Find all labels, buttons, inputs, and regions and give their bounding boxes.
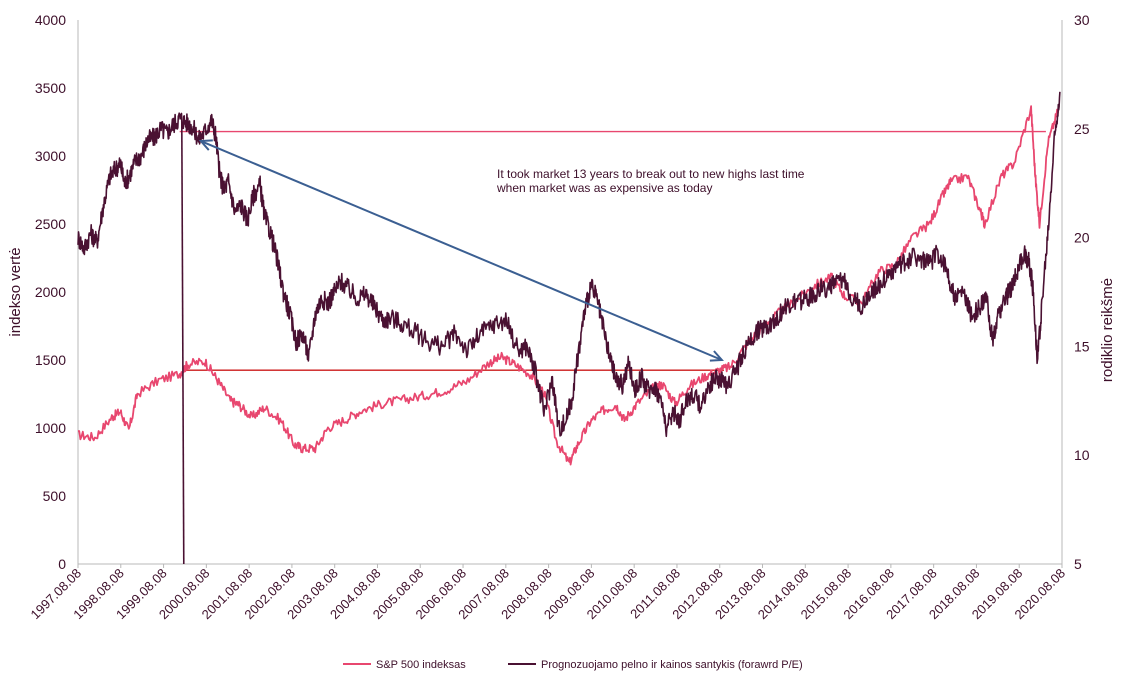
legend: S&P 500 indeksas Prognozuojamo pelno ir … bbox=[343, 659, 803, 671]
legend-label-sp500: S&P 500 indeksas bbox=[376, 659, 466, 671]
y-right-tick-label: 25 bbox=[1074, 121, 1090, 137]
series-layer bbox=[77, 91, 1061, 565]
x-axis: 1997.08.081998.08.081999.08.082000.08.08… bbox=[27, 564, 1068, 622]
arrow-shaft bbox=[200, 140, 723, 361]
axes-layer bbox=[77, 20, 1063, 565]
y-left-tick-label: 4000 bbox=[35, 12, 66, 28]
y-right-tick-label: 10 bbox=[1074, 447, 1090, 463]
left-y-axis: 0 500 1000 1500 2000 2500 3000 3500 4000 bbox=[35, 12, 66, 572]
y-left-tick-label: 3000 bbox=[35, 148, 66, 164]
y-left-tick-label: 2000 bbox=[35, 284, 66, 300]
pe-series-drop bbox=[180, 120, 185, 565]
annotation-line-2: when market was as expensive as today bbox=[496, 181, 712, 195]
y-left-tick-label: 1000 bbox=[35, 420, 66, 436]
y-right-tick-label: 30 bbox=[1074, 12, 1090, 28]
right-y-axis: 5 10 15 20 25 30 bbox=[1074, 12, 1090, 572]
y-left-axis-label: indekso vertė bbox=[7, 247, 24, 336]
sp500-series-line bbox=[77, 105, 1060, 466]
pe-series-line bbox=[77, 91, 1061, 438]
y-left-tick-label: 0 bbox=[58, 556, 66, 572]
annotation-line-1: It took market 13 years to break out to … bbox=[497, 167, 805, 181]
y-right-tick-label: 15 bbox=[1074, 338, 1090, 354]
y-right-tick-label: 5 bbox=[1074, 556, 1082, 572]
y-right-axis-label: rodiklio reikšmė bbox=[1099, 278, 1116, 382]
y-left-tick-label: 2500 bbox=[35, 216, 66, 232]
legend-label-pe: Prognozuojamo pelno ir kainos santykis (… bbox=[541, 659, 803, 671]
y-right-tick-label: 20 bbox=[1074, 230, 1090, 246]
arrow-head-start bbox=[198, 139, 213, 151]
trend-arrow bbox=[198, 139, 724, 362]
y-left-tick-label: 3500 bbox=[35, 80, 66, 96]
reference-lines bbox=[179, 130, 1046, 371]
arrow-head-end bbox=[709, 350, 724, 362]
y-left-tick-label: 500 bbox=[43, 488, 67, 504]
y-left-tick-label: 1500 bbox=[35, 352, 66, 368]
